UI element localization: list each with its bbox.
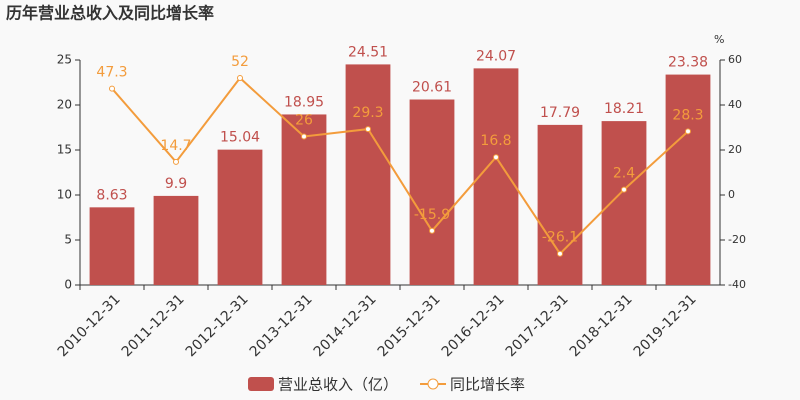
- y-tick-label: 15: [57, 143, 72, 157]
- bar-value-label: 24.07: [476, 48, 516, 64]
- bar: [281, 114, 327, 285]
- y-tick-label: 10: [57, 188, 72, 202]
- bar: [89, 207, 135, 285]
- y2-tick-label: 0: [728, 188, 735, 201]
- bar-value-label: 15.04: [220, 130, 260, 146]
- line-value-label: -15.9: [414, 207, 450, 223]
- line-value-label: 16.8: [480, 133, 511, 149]
- bar-value-label: 18.21: [604, 101, 644, 117]
- legend-label: 营业总收入（亿）: [278, 376, 398, 394]
- line-point: [429, 227, 435, 234]
- bar-value-label: 23.38: [668, 55, 708, 71]
- y2-tick-label: -20: [728, 233, 746, 246]
- y-tick-label: 25: [57, 53, 72, 67]
- line-point: [173, 158, 179, 165]
- line-point: [301, 133, 307, 140]
- bar: [217, 149, 263, 285]
- bar-value-label: 17.79: [540, 105, 580, 121]
- y2-tick-label: 20: [728, 143, 742, 156]
- line-point: [237, 75, 243, 81]
- bar-value-label: 9.9: [165, 176, 187, 192]
- line-point: [493, 154, 499, 161]
- bar-value-label: 8.63: [96, 187, 127, 203]
- line-point: [621, 186, 627, 193]
- line-value-label: 26: [295, 113, 313, 129]
- bar: [665, 74, 711, 285]
- line-value-label: -26.1: [542, 230, 578, 246]
- line-value-label: 47.3: [96, 65, 127, 81]
- line-point: [557, 250, 563, 257]
- bar-value-label: 20.61: [412, 80, 452, 96]
- y2-tick-label: 60: [728, 53, 742, 66]
- y-tick-label: 5: [64, 233, 72, 247]
- bar: [601, 121, 647, 285]
- line-value-label: 29.3: [352, 105, 383, 121]
- bar: [537, 124, 583, 285]
- y2-tick-label: 40: [728, 98, 742, 111]
- bar-value-label: 24.51: [348, 44, 388, 60]
- bar: [473, 68, 519, 286]
- line-point: [685, 128, 691, 135]
- line-value-label: 52: [231, 54, 249, 70]
- y-tick-label: 0: [64, 278, 72, 292]
- bar: [345, 64, 391, 285]
- chart-title: 历年营业总收入及同比增长率: [6, 4, 214, 23]
- line-point: [109, 85, 115, 92]
- line-point: [365, 126, 371, 133]
- y2-axis-label: %: [714, 33, 724, 46]
- legend-swatch-marker: [427, 378, 439, 390]
- y-tick-label: 20: [57, 98, 72, 112]
- bar: [153, 195, 199, 285]
- bar: [409, 99, 455, 285]
- line-value-label: 28.3: [672, 107, 703, 123]
- y2-tick-label: -40: [728, 278, 746, 291]
- bar-value-label: 18.95: [284, 94, 324, 110]
- line-value-label: 2.4: [613, 166, 635, 182]
- legend-label: 同比增长率: [450, 376, 525, 394]
- line: [111, 76, 689, 256]
- line-value-label: 14.7: [160, 138, 191, 154]
- legend-swatch: [248, 377, 274, 391]
